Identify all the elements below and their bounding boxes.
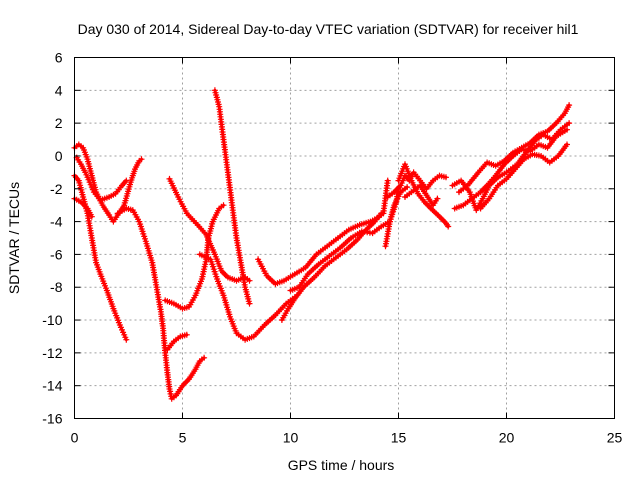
y-tick-label: 6	[55, 50, 63, 66]
data-point	[566, 120, 573, 127]
data-point	[246, 277, 253, 284]
x-tick-labels: 0 5 10 15 20 25	[71, 430, 623, 446]
grid-lines	[74, 57, 615, 419]
x-tick-label: 0	[71, 430, 79, 446]
series-layer	[71, 87, 573, 402]
y-tick-label: -4	[50, 214, 63, 230]
data-point	[123, 177, 130, 184]
data-point	[443, 174, 449, 181]
data-point	[378, 210, 385, 217]
series-arc-9	[211, 87, 253, 307]
y-tick-label: -12	[42, 345, 62, 361]
data-point	[246, 300, 253, 307]
chart-title: Day 030 of 2014, Sidereal Day-to-day VTE…	[78, 21, 579, 37]
series-arc-5	[114, 205, 208, 402]
x-tick-label: 25	[607, 430, 623, 446]
plot-frame	[74, 57, 615, 419]
y-axis-label: SDTVAR / TECUs	[6, 182, 22, 294]
y-tick-label: -6	[50, 246, 63, 262]
series-line	[403, 184, 439, 207]
data-point	[564, 141, 570, 148]
data-point	[384, 177, 391, 184]
data-point	[201, 354, 208, 361]
y-tick-label: 2	[55, 115, 63, 131]
series-arc-4	[71, 195, 95, 220]
data-point	[404, 184, 411, 191]
x-tick-label: 5	[179, 430, 187, 446]
data-point	[445, 223, 452, 230]
tick-marks	[74, 57, 615, 419]
x-tick-label: 10	[283, 430, 299, 446]
series-arc-10	[196, 251, 298, 343]
series-arc-1	[71, 141, 145, 225]
series-arc-16	[402, 182, 441, 209]
x-axis-label: GPS time / hours	[288, 457, 395, 473]
y-tick-label: -14	[42, 378, 62, 394]
data-point	[138, 156, 145, 163]
data-point	[434, 195, 441, 202]
series-arc-6	[164, 331, 190, 353]
series-arc-18	[449, 162, 519, 214]
series-arc-3	[73, 154, 130, 204]
series-line	[75, 156, 128, 202]
y-tick-label: 0	[55, 148, 63, 164]
x-tick-label: 20	[499, 430, 515, 446]
series-arc-12	[278, 210, 385, 323]
data-point	[88, 213, 95, 220]
y-tick-labels: -16 -14 -12 -10 -8 -6 -4 -2 0 2 4 6	[42, 50, 62, 427]
data-point	[220, 202, 227, 209]
data-point	[566, 102, 573, 109]
data-point	[183, 331, 190, 338]
y-tick-label: -2	[50, 181, 63, 197]
y-tick-label: -16	[42, 411, 62, 427]
series-arc-7	[166, 175, 253, 284]
x-tick-label: 15	[391, 430, 407, 446]
y-tick-label: -8	[50, 279, 63, 295]
series-arc-22	[514, 120, 573, 168]
series-arc-15	[395, 161, 452, 230]
y-tick-label: -10	[42, 312, 62, 328]
data-point	[123, 336, 130, 343]
series-arc-17	[382, 184, 411, 250]
series-arc-20	[456, 102, 573, 196]
y-tick-label: 4	[55, 82, 63, 98]
